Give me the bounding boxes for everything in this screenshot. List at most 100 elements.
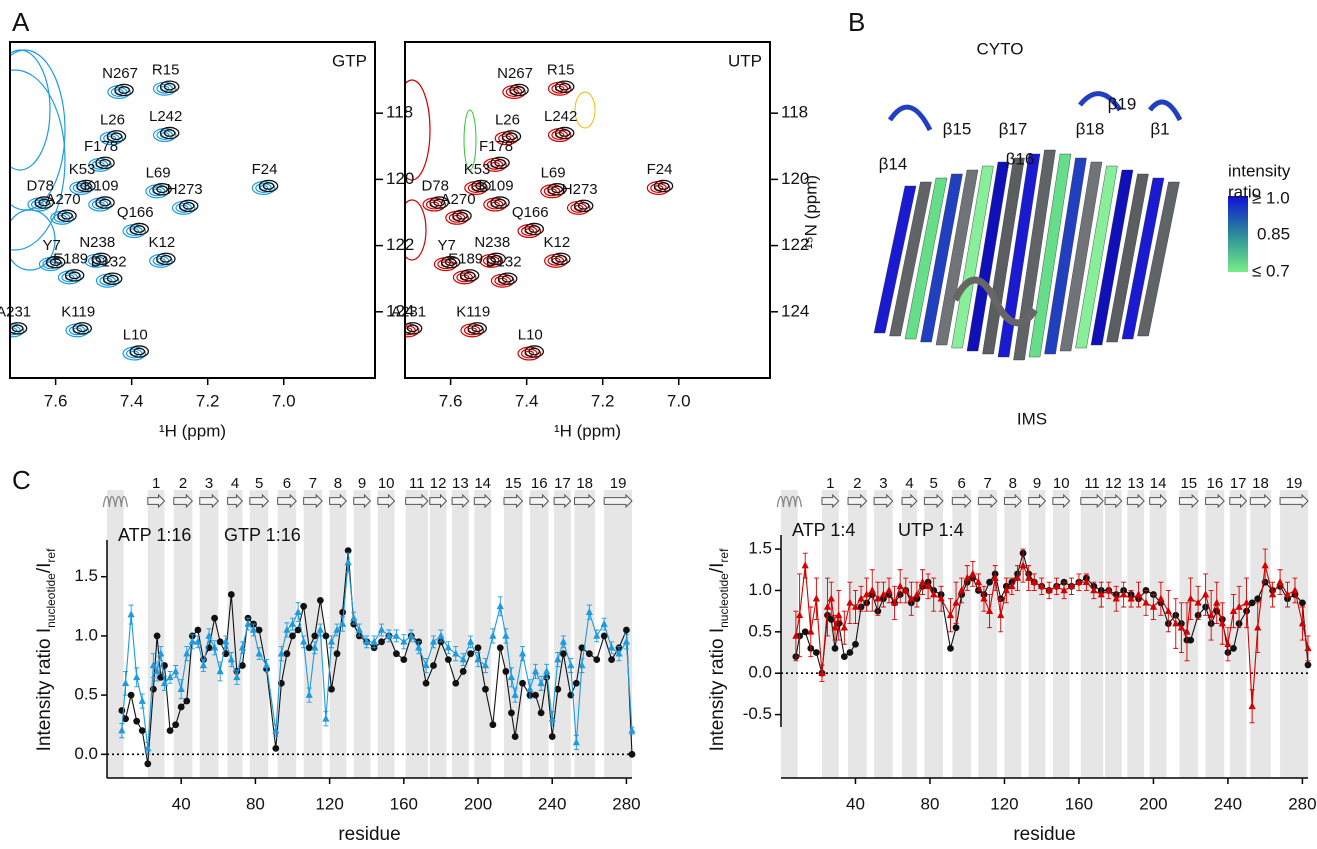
strand-number: 17: [1230, 475, 1247, 492]
x-axis-label: residue: [1013, 824, 1075, 845]
reference-peak: [110, 132, 123, 141]
reference-peak: [555, 254, 567, 263]
strand-arrow: [353, 493, 372, 509]
ligand-peak: [53, 212, 71, 223]
peak-label: F178: [479, 138, 513, 155]
marker: [1053, 582, 1061, 590]
spectrum-frame: [404, 41, 771, 379]
marker: [986, 578, 993, 586]
marker: [166, 727, 174, 735]
strand-band: [1127, 490, 1145, 778]
reference-peak: [467, 322, 487, 335]
strand-band: [821, 490, 839, 778]
strand-band: [529, 490, 549, 778]
marker: [496, 602, 504, 610]
y-axis-label: Intensity ratio Inucleotide/Iref: [707, 548, 731, 752]
ligand-peak: [152, 255, 170, 266]
y-tick-label: 1.0: [748, 580, 772, 599]
marker: [578, 661, 586, 669]
strand-arrow: [873, 493, 894, 509]
ligand-peak: [42, 259, 59, 270]
marker: [840, 623, 848, 631]
marker: [127, 691, 135, 699]
marker: [851, 602, 860, 610]
x-tick-label: 120: [315, 794, 343, 813]
x-tick-label: 7.2: [196, 391, 220, 410]
marker: [946, 611, 955, 619]
legend-entry: ATP 1:16: [118, 525, 191, 545]
y-tick-label: 1.5: [74, 566, 98, 585]
marker: [628, 726, 636, 734]
ligand-peak: [505, 86, 523, 97]
y-axis-label-part: nucleotide: [717, 573, 731, 628]
strand-arrow: [1052, 493, 1071, 509]
strand-number: 6: [283, 475, 291, 492]
marker: [812, 594, 820, 602]
marker: [1194, 598, 1202, 606]
reference-peak: [159, 80, 180, 93]
ligand-peak: [255, 183, 272, 194]
y-axis-label-part: nucleotide: [44, 573, 58, 628]
panel-label: C: [12, 465, 31, 495]
reference-peak: [524, 222, 545, 236]
peak-label: Y7: [42, 237, 60, 254]
strand-number: 10: [378, 475, 395, 492]
marker: [496, 644, 504, 652]
ligand-peak: [72, 183, 90, 194]
marker: [444, 643, 452, 651]
marker: [339, 619, 347, 627]
ligand-peak: [148, 186, 166, 197]
strand-arrow: [1179, 493, 1199, 509]
strand-number: 19: [1286, 475, 1303, 492]
marker: [559, 637, 567, 645]
marker: [980, 594, 988, 602]
marker: [227, 655, 235, 663]
marker: [831, 644, 839, 652]
peak-label: K119: [456, 303, 490, 320]
x-tick-label: 7.4: [515, 391, 539, 410]
marker: [153, 667, 161, 675]
peak-label: A270: [46, 191, 81, 208]
strand-arrow: [1279, 493, 1309, 509]
y-axis-label-part: Intensity ratio I: [34, 628, 55, 752]
marker: [300, 602, 308, 610]
marker: [1149, 602, 1158, 610]
y-tick-label: 118: [781, 103, 808, 122]
marker: [211, 614, 218, 622]
strand-band: [574, 490, 595, 778]
marker: [467, 637, 475, 645]
marker: [177, 684, 185, 692]
beta-strand: [966, 161, 1010, 352]
marker: [831, 623, 839, 631]
peak-label: H273: [167, 181, 203, 198]
colorbar-label: 0.85: [1257, 224, 1290, 243]
marker: [199, 661, 208, 669]
marker: [835, 611, 843, 619]
strand-number: 14: [1150, 475, 1167, 492]
marker: [294, 626, 302, 634]
marker: [913, 590, 921, 598]
reference-peak: [64, 269, 85, 282]
marker: [144, 744, 152, 752]
reference-peak: [501, 130, 522, 143]
x-tick-label: 280: [1288, 794, 1316, 813]
ligand-peak: [520, 226, 538, 237]
strand-arrow: [573, 493, 596, 509]
marker: [1242, 598, 1251, 606]
beta-strand: [935, 169, 979, 346]
marker: [205, 631, 213, 639]
marker: [600, 619, 608, 627]
marker: [283, 625, 291, 633]
marker: [1157, 594, 1165, 602]
marker: [133, 717, 141, 725]
marker: [239, 662, 246, 669]
marker: [1248, 702, 1256, 710]
y-tick-label: 124: [781, 301, 809, 320]
x-tick-label: 7.6: [44, 391, 68, 410]
marker: [1127, 594, 1135, 602]
reference-peak: [471, 179, 491, 193]
peak-label: Q166: [117, 204, 154, 221]
reference-peak: [61, 211, 73, 220]
strand-band: [1149, 490, 1167, 778]
reference-peak: [554, 80, 575, 93]
